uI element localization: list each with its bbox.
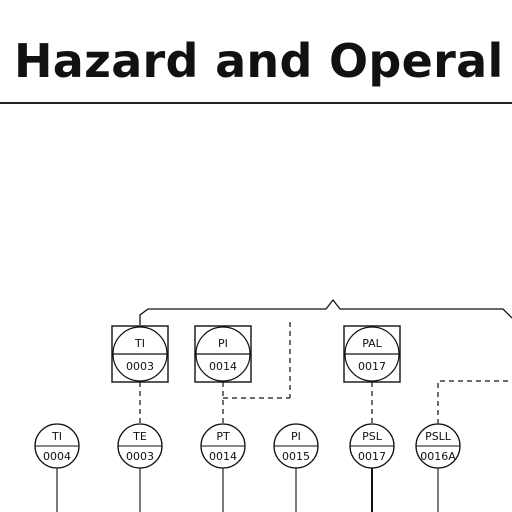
signal-line-psll <box>437 380 512 424</box>
panel-instrument-tag: PI <box>218 337 228 350</box>
panel-instrument-number: 0017 <box>358 360 386 373</box>
field-instrument-number: 0014 <box>209 450 237 463</box>
field-instrument-number: 0017 <box>358 450 386 463</box>
field-instrument-psll: PSLL 0016A <box>415 423 461 469</box>
signal-lines <box>139 322 512 424</box>
panel-instrument-pal: PAL 0017 <box>343 325 401 383</box>
field-instrument-number: 0016A <box>420 450 456 463</box>
field-instrument-tag: TE <box>132 430 147 443</box>
field-instrument-te: TE 0003 <box>117 423 163 469</box>
field-instrument-tag: TI <box>51 430 62 443</box>
bus-line <box>139 298 512 325</box>
field-instrument-pi: PI 0015 <box>273 423 319 469</box>
field-instrument-tag: PT <box>216 430 230 443</box>
process-lines <box>56 468 439 512</box>
panel-instrument-tag: PAL <box>362 337 382 350</box>
field-instrument-psl: PSL 0017 <box>349 423 395 469</box>
field-instrument-tag: PI <box>291 430 301 443</box>
field-instrument-number: 0004 <box>43 450 71 463</box>
panel-instrument-ti: TI 0003 <box>111 325 169 383</box>
field-instrument-tag: PSLL <box>425 430 452 443</box>
panel-instrument-number: 0014 <box>209 360 237 373</box>
field-instrument-number: 0015 <box>282 450 310 463</box>
panel-instrument-tag: TI <box>134 337 145 350</box>
field-instrument-number: 0003 <box>126 450 154 463</box>
field-instrument-tag: PSL <box>362 430 383 443</box>
field-instrument-pt: PT 0014 <box>200 423 246 469</box>
panel-instrument-number: 0003 <box>126 360 154 373</box>
panel-instrument-pi: PI 0014 <box>194 325 252 383</box>
page-title: Hazard and Operal <box>14 34 504 88</box>
title-divider <box>0 102 512 104</box>
field-instrument-ti: TI 0004 <box>34 423 80 469</box>
